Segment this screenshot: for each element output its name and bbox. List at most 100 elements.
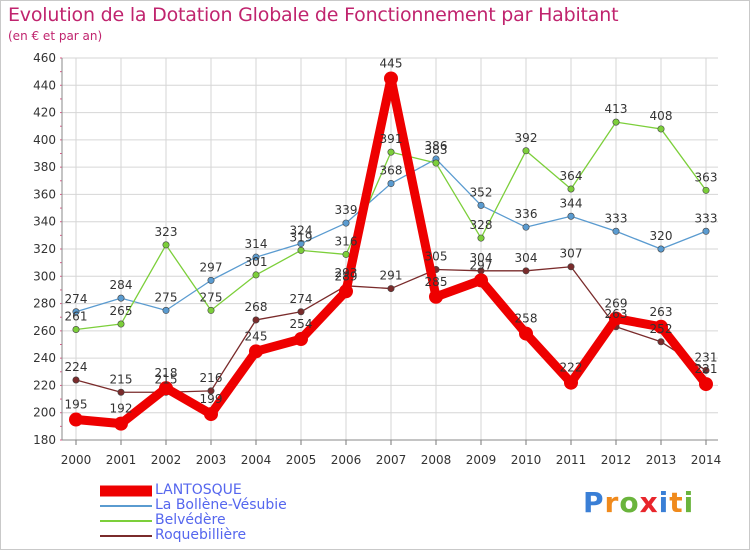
x-tick-label: 2009 xyxy=(466,453,497,467)
data-point xyxy=(477,234,485,242)
data-point xyxy=(702,186,710,194)
data-label: 339 xyxy=(335,203,358,217)
x-tick-label: 2013 xyxy=(646,453,677,467)
data-point xyxy=(207,387,215,395)
series-lantosque xyxy=(69,71,713,431)
logo-letter: i xyxy=(683,486,695,519)
data-label: 218 xyxy=(155,366,178,380)
data-label: 386 xyxy=(425,139,448,153)
y-tick-label: 400 xyxy=(33,133,56,147)
x-tick-label: 2003 xyxy=(196,453,227,467)
data-point xyxy=(72,376,80,384)
data-label: 323 xyxy=(155,225,178,239)
data-label: 258 xyxy=(515,312,538,326)
data-label: 319 xyxy=(290,230,313,244)
data-label: 263 xyxy=(605,307,628,321)
data-label: 245 xyxy=(245,329,268,343)
data-point xyxy=(564,375,578,390)
data-point xyxy=(339,284,353,299)
data-label: 199 xyxy=(200,392,223,406)
data-point xyxy=(432,159,440,167)
y-tick-label: 380 xyxy=(33,160,56,174)
chart-legend: LANTOSQUE La Bollène-Vésubie Belvédère Roqu… xyxy=(100,483,360,543)
x-tick-label: 2011 xyxy=(556,453,587,467)
data-label: 333 xyxy=(695,211,718,225)
data-label: 364 xyxy=(560,169,583,183)
data-label: 195 xyxy=(65,398,88,412)
data-point xyxy=(117,320,125,328)
data-label: 222 xyxy=(560,361,583,375)
data-point xyxy=(159,381,173,396)
y-tick-label: 200 xyxy=(33,406,56,420)
data-label: 231 xyxy=(695,350,718,364)
data-label: 408 xyxy=(650,109,673,123)
data-point xyxy=(657,338,665,346)
data-point xyxy=(567,212,575,220)
data-label: 224 xyxy=(65,360,88,374)
legend-item: Belvédère xyxy=(100,513,360,528)
data-point xyxy=(162,306,170,314)
data-point xyxy=(522,223,530,231)
data-point xyxy=(477,201,485,209)
logo-letter: r xyxy=(604,486,620,519)
data-label: 305 xyxy=(425,249,448,263)
data-point xyxy=(342,250,350,258)
data-label: 215 xyxy=(155,372,178,386)
x-tick-label: 2008 xyxy=(421,453,452,467)
data-point xyxy=(567,263,575,271)
data-label: 263 xyxy=(650,305,673,319)
y-tick-label: 300 xyxy=(33,269,56,283)
x-tick-label: 2005 xyxy=(286,453,317,467)
data-label: 320 xyxy=(650,229,673,243)
logo-letter: t xyxy=(669,486,684,519)
y-tick-label: 220 xyxy=(33,378,56,392)
legend-label: Roquebillière xyxy=(155,527,247,543)
data-label: 333 xyxy=(605,211,628,225)
data-label: 316 xyxy=(335,234,358,248)
x-tick-label: 2012 xyxy=(601,453,632,467)
y-tick-label: 320 xyxy=(33,242,56,256)
data-point xyxy=(699,377,713,392)
x-tick-label: 2006 xyxy=(331,453,362,467)
proxiti-logo: Proxiti xyxy=(583,486,694,519)
data-point xyxy=(657,245,665,253)
data-point xyxy=(567,185,575,193)
data-point xyxy=(117,294,125,302)
data-point xyxy=(702,366,710,374)
data-point xyxy=(69,412,83,427)
data-label: 314 xyxy=(245,237,268,251)
data-label: 363 xyxy=(695,170,718,184)
y-tick-label: 340 xyxy=(33,215,56,229)
series-la-boll-ne-v-subie xyxy=(72,155,710,316)
data-label: 307 xyxy=(560,247,583,261)
data-label: 324 xyxy=(290,224,313,238)
data-point xyxy=(429,289,443,304)
legend-swatch xyxy=(100,504,152,507)
data-label: 297 xyxy=(470,258,493,272)
data-point xyxy=(654,319,668,334)
data-label: 391 xyxy=(380,132,403,146)
data-point xyxy=(204,407,218,422)
data-point xyxy=(387,285,395,293)
data-point xyxy=(702,227,710,235)
data-label: 192 xyxy=(110,402,133,416)
data-label: 291 xyxy=(380,269,403,283)
data-point xyxy=(117,388,125,396)
data-label: 392 xyxy=(515,131,538,145)
data-point xyxy=(384,71,398,86)
data-point xyxy=(249,344,263,359)
legend-item: LANTOSQUE xyxy=(100,483,360,498)
logo-letter: o xyxy=(619,486,640,519)
logo-letter: P xyxy=(583,486,605,519)
data-label: 254 xyxy=(290,317,313,331)
data-point xyxy=(522,147,530,155)
y-tick-label: 260 xyxy=(33,324,56,338)
data-point xyxy=(609,311,623,326)
data-label: 265 xyxy=(110,304,133,318)
data-label: 285 xyxy=(425,275,448,289)
data-point xyxy=(297,246,305,254)
data-point xyxy=(519,326,533,341)
data-point xyxy=(162,241,170,249)
data-label: 301 xyxy=(245,255,268,269)
data-label: 275 xyxy=(155,290,178,304)
